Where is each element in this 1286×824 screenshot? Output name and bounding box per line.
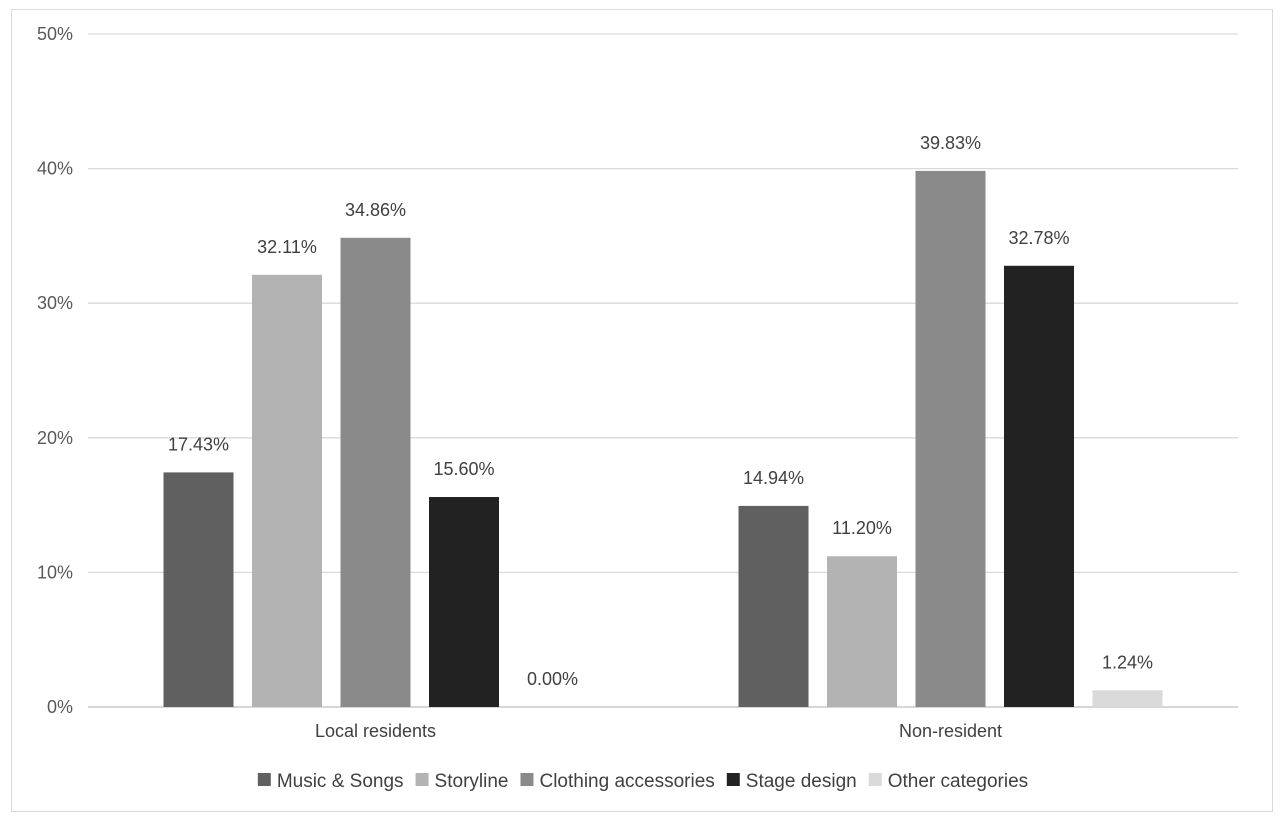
data-label: 32.78%: [1008, 228, 1069, 248]
legend-label: Stage design: [746, 771, 857, 792]
y-tick-label: 30%: [37, 293, 73, 313]
data-label: 17.43%: [168, 434, 229, 454]
data-labels: 17.43% 32.11% 34.86% 15.60% 0.00% 14.94% 11.20…: [168, 133, 1153, 689]
data-label: 15.60%: [433, 459, 494, 479]
bar: [738, 505, 809, 707]
legend-label: Music & Songs: [277, 771, 404, 792]
bar: [163, 472, 234, 707]
y-tick-label: 0%: [47, 697, 73, 717]
legend-swatch: [257, 773, 271, 786]
data-label: 39.83%: [920, 133, 981, 153]
bar: [429, 497, 499, 707]
bar: [1092, 690, 1163, 707]
bar: [827, 556, 897, 707]
data-label: 14.94%: [743, 468, 804, 488]
category-label: Local residents: [315, 721, 436, 741]
y-tick-label: 10%: [37, 562, 73, 582]
legend-label: Storyline: [435, 771, 509, 792]
legend-swatch: [415, 773, 429, 786]
category-label: Non-resident: [899, 721, 1002, 741]
y-axis-ticks: 0% 10% 20% 30% 40% 50%: [37, 24, 73, 717]
legend-swatch: [726, 773, 740, 786]
legend: Music & Songs Storyline Clothing accessori…: [257, 771, 1028, 792]
bar: [340, 237, 411, 707]
x-axis-categories: Local residents Non-resident: [315, 721, 1002, 741]
legend-label: Clothing accessories: [539, 771, 714, 792]
legend-label: Other categories: [888, 771, 1028, 792]
data-label: 32.11%: [257, 237, 317, 257]
data-label: 1.24%: [1102, 652, 1153, 672]
data-label: 34.86%: [345, 200, 406, 220]
data-label: 0.00%: [527, 669, 578, 689]
y-tick-label: 50%: [37, 24, 73, 44]
y-tick-label: 40%: [37, 159, 73, 179]
bars: [163, 170, 1163, 708]
legend-swatch: [520, 773, 534, 786]
legend-swatch: [868, 773, 882, 786]
bar: [1004, 265, 1074, 707]
bar: [252, 274, 322, 707]
y-tick-label: 20%: [37, 428, 73, 448]
data-label: 11.20%: [832, 518, 892, 538]
bar: [915, 170, 986, 708]
